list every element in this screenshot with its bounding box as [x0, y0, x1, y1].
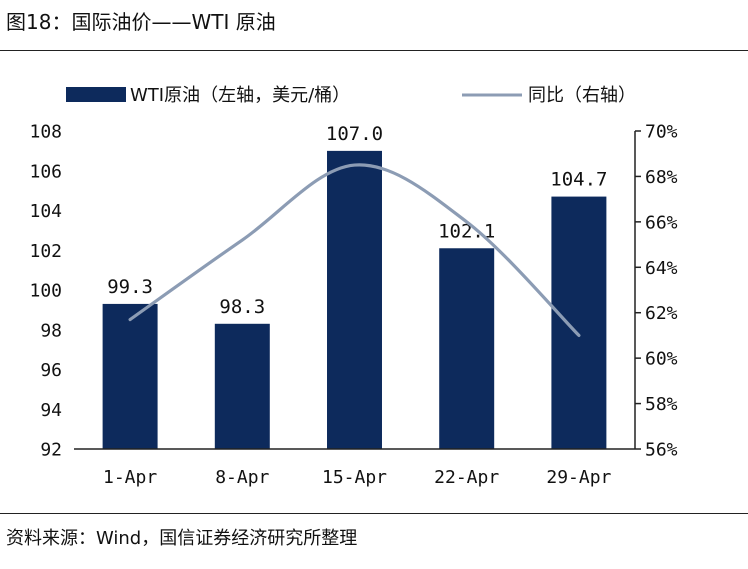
bar-data-labels: 99.3 98.3 107.0 102.1 104.7 — [107, 123, 607, 318]
bar-data-label: 98.3 — [219, 296, 265, 318]
left-tick-label: 104 — [29, 201, 62, 222]
right-tick-label: 68% — [645, 167, 678, 188]
right-tick-label: 66% — [645, 212, 678, 233]
bars — [102, 150, 607, 449]
bar — [327, 150, 382, 449]
wti-oil-chart: WTI原油（左轴，美元/桶） 同比（右轴） 92 94 96 98 100 102 104 1… — [29, 85, 678, 488]
chart-legend: WTI原油（左轴，美元/桶） 同比（右轴） — [66, 85, 636, 106]
left-tick-label: 92 — [40, 440, 62, 461]
left-tick-label: 108 — [29, 122, 62, 143]
yoy-series-line — [128, 163, 581, 338]
legend-bar-label: WTI原油（左轴，美元/桶） — [130, 85, 350, 106]
x-tick-label: 1-Apr — [103, 467, 157, 488]
x-tick-label: 29-Apr — [546, 467, 611, 488]
left-tick-label: 94 — [40, 400, 62, 421]
bar — [214, 323, 270, 449]
bar-data-label: 99.3 — [107, 276, 153, 298]
x-tick-label: 8-Apr — [215, 467, 269, 488]
left-tick-label: 96 — [40, 360, 62, 381]
bar-data-label: 104.7 — [550, 169, 607, 191]
bar — [551, 196, 607, 449]
bar — [439, 248, 495, 449]
right-tick-label: 58% — [645, 394, 678, 415]
left-tick-label: 98 — [40, 320, 62, 341]
right-tick-label: 62% — [645, 303, 678, 324]
left-tick-label: 102 — [29, 241, 62, 262]
legend-bar-swatch — [66, 87, 126, 102]
bar-data-label: 102.1 — [438, 220, 495, 242]
x-tick-label: 15-Apr — [322, 467, 387, 488]
right-tick-label: 70% — [645, 122, 678, 143]
right-tick-label: 64% — [645, 258, 678, 279]
x-axis-ticks: 1-Apr 8-Apr 15-Apr 22-Apr 29-Apr — [103, 467, 612, 488]
top-rule — [0, 50, 748, 51]
bottom-rule — [0, 513, 748, 514]
left-tick-label: 106 — [29, 161, 62, 182]
figure-title: 图18：国际油价——WTI 原油 — [6, 10, 276, 34]
right-tick-label: 56% — [645, 440, 678, 461]
source-note: 资料来源：Wind，国信证券经济研究所整理 — [6, 528, 358, 549]
left-axis-ticks: 92 94 96 98 100 102 104 106 108 — [29, 122, 62, 461]
legend-line-label: 同比（右轴） — [528, 85, 636, 106]
bar-data-label: 107.0 — [326, 123, 383, 145]
x-tick-label: 22-Apr — [434, 467, 499, 488]
right-tick-label: 60% — [645, 349, 678, 370]
right-axis-ticks: 56% 58% 60% 62% 64% 66% 68% 70% — [635, 122, 678, 461]
bar — [102, 303, 158, 449]
left-tick-label: 100 — [29, 281, 62, 302]
